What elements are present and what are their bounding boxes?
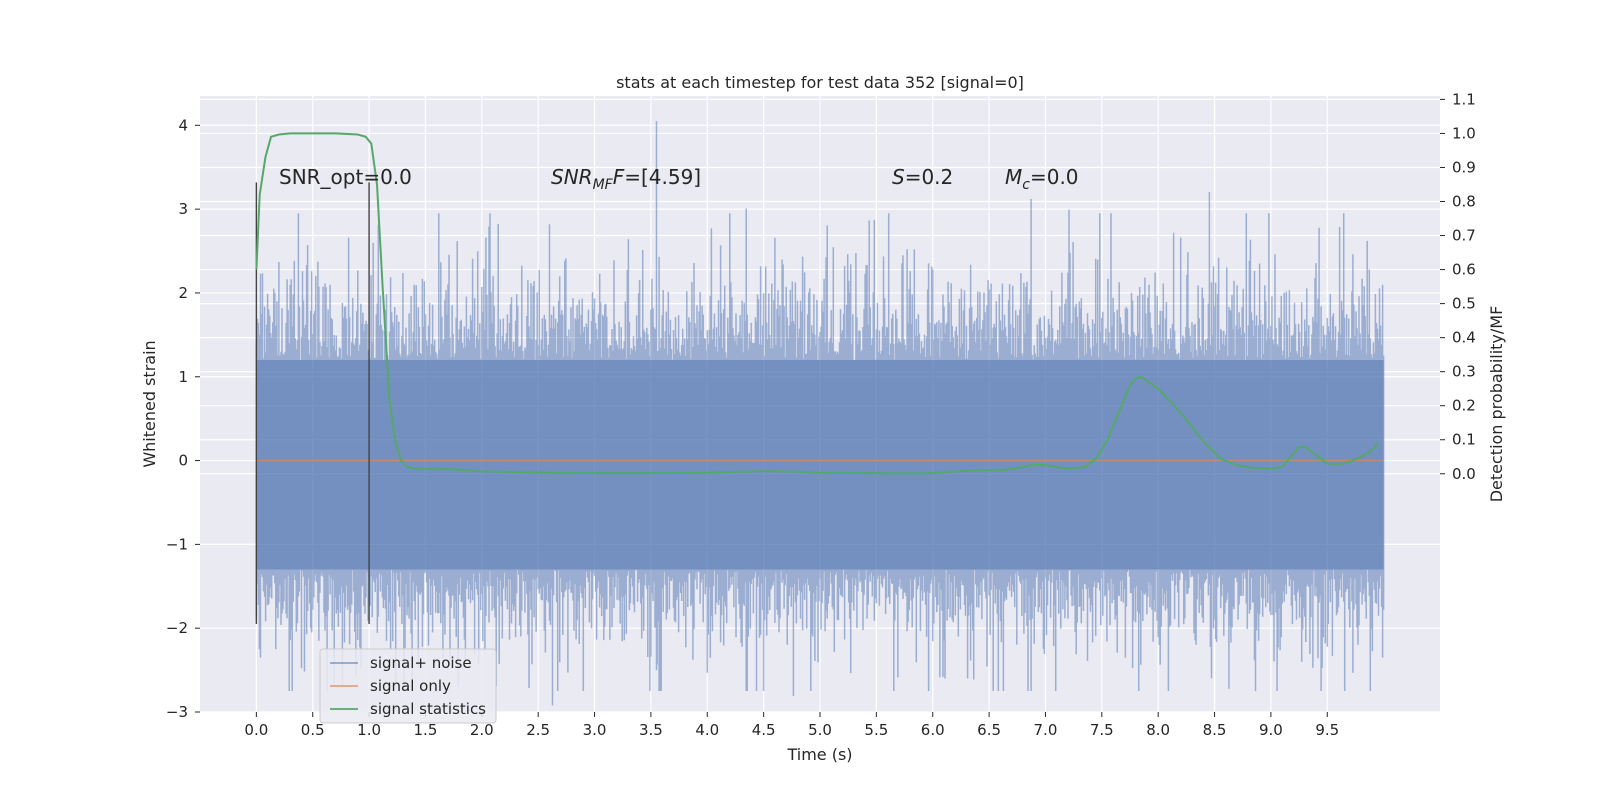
chart-title: stats at each timestep for test data 352…: [616, 73, 1024, 92]
y-axis-ticks: −3 −2 −1 0 1 2 3 4: [166, 116, 200, 721]
annotation-snr-mf: SNRMFF=[4.59]: [551, 165, 701, 193]
legend: signal+ noise signal only signal statist…: [319, 648, 497, 724]
x-tick-label: 3.5: [639, 721, 663, 739]
annotation-s: S=0.2: [892, 165, 953, 189]
x-tick-label: 8.5: [1203, 721, 1227, 739]
x-tick-label: 6.0: [921, 721, 945, 739]
y-tick-label: 3: [178, 200, 188, 218]
annotation-mc-symbol: M: [1005, 165, 1022, 189]
annotation-snr-mf-symbol-tail: F: [613, 165, 625, 189]
annotation-snr-opt: SNR_opt=0.0: [279, 165, 412, 189]
x-tick-label: 0.5: [301, 721, 325, 739]
y2-tick-label: 0.0: [1452, 465, 1476, 483]
x-tick-label: 1.5: [414, 721, 438, 739]
y2-tick-label: 0.3: [1452, 363, 1476, 381]
y2-tick-label: 0.4: [1452, 329, 1476, 347]
y-tick-label: −2: [166, 619, 188, 637]
y-tick-label: 0: [178, 452, 188, 470]
x-tick-label: 3.0: [583, 721, 607, 739]
x-axis-ticks: 0.0 0.5 1.0 1.5 2.0 2.5 3.0 3.5 4.0 4.5 5.0 5.5 6.0 6…: [244, 712, 1339, 739]
y2-tick-label: 0.9: [1452, 158, 1476, 176]
y2-axis-ticks: 0.0 0.1 0.2 0.3 0.4 0.5 0.6 0.7 0.8 0.9 1.0 1.1: [1440, 90, 1476, 483]
legend-box: [319, 648, 497, 724]
legend-label-noise: signal+ noise: [370, 654, 472, 672]
y-tick-label: −1: [166, 535, 188, 553]
x-tick-label: 4.0: [695, 721, 719, 739]
y2-tick-label: 0.8: [1452, 193, 1476, 211]
x-tick-label: 6.5: [977, 721, 1001, 739]
y2-tick-label: 1.1: [1452, 90, 1476, 108]
x-tick-label: 4.5: [752, 721, 776, 739]
x-tick-label: 2.0: [470, 721, 494, 739]
annotation-mc-value: =0.0: [1030, 165, 1079, 189]
y-tick-label: 2: [178, 284, 188, 302]
x-tick-label: 1.0: [357, 721, 381, 739]
x-tick-label: 5.0: [808, 721, 832, 739]
annotation-snr-mf-value: =[4.59]: [624, 165, 701, 189]
legend-label-stats: signal statistics: [370, 700, 486, 718]
y2-tick-label: 0.2: [1452, 397, 1476, 415]
legend-label-signal: signal only: [370, 677, 451, 695]
y-tick-label: 4: [178, 116, 188, 134]
x-tick-label: 9.5: [1315, 721, 1339, 739]
x-tick-label: 0.0: [244, 721, 268, 739]
series-signal-noise: [255, 121, 1385, 706]
y2-tick-label: 0.6: [1452, 261, 1476, 279]
series-signal-statistics: [255, 132, 1379, 475]
x-tick-label: 8.0: [1146, 721, 1170, 739]
annotation-mc-subscript: c: [1022, 177, 1030, 193]
y-tick-label: −3: [166, 703, 188, 721]
annotation-s-symbol: S: [892, 165, 905, 189]
x-tick-label: 9.0: [1259, 721, 1283, 739]
y2-tick-label: 1.0: [1452, 124, 1476, 142]
noise-core-band: [256, 360, 1384, 570]
y2-tick-label: 0.7: [1452, 227, 1476, 245]
x-axis-label: Time (s): [786, 745, 852, 764]
y2-axis-label: Detection probability/MF: [1487, 306, 1506, 503]
annotation-s-value: =0.2: [905, 165, 954, 189]
x-tick-label: 5.5: [864, 721, 888, 739]
y2-tick-label: 0.1: [1452, 431, 1476, 449]
x-tick-label: 7.5: [1090, 721, 1114, 739]
annotation-snr-mf-symbol: SNR: [551, 165, 593, 189]
y2-tick-label: 0.5: [1452, 295, 1476, 313]
y-axis-label: Whitened strain: [140, 340, 159, 467]
x-tick-label: 7.0: [1034, 721, 1058, 739]
annotation-snr-mf-subscript: MF: [593, 177, 614, 193]
signal-statistics-line: [255, 132, 1379, 475]
y-tick-label: 1: [178, 368, 188, 386]
x-tick-label: 2.5: [526, 721, 550, 739]
annotation-mc: Mc=0.0: [1005, 165, 1079, 193]
